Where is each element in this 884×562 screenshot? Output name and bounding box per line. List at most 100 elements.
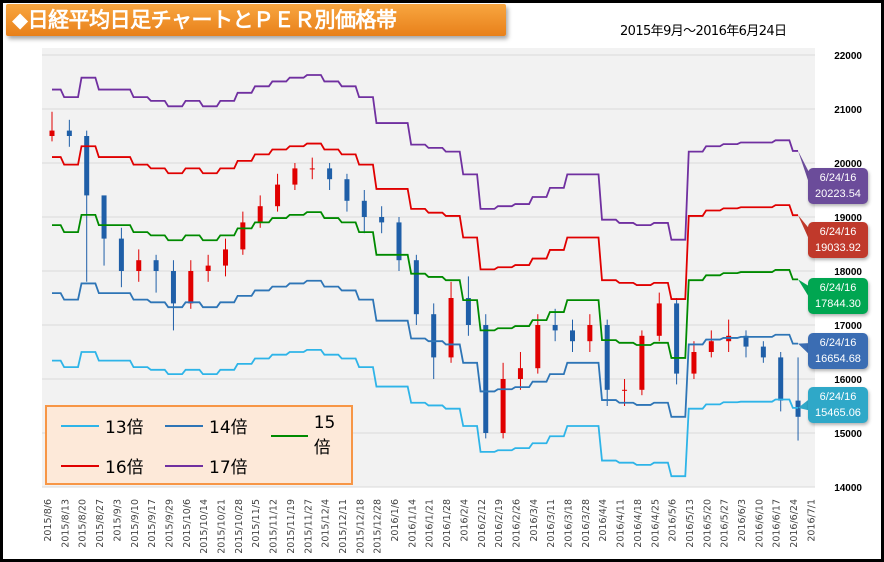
x-tick-label: 2015/8/20 [78, 499, 89, 548]
candle-body [570, 330, 575, 342]
legend-label: 17倍 [209, 458, 248, 478]
candle-body [500, 379, 506, 433]
x-tick-label: 2016/3/4 [529, 499, 540, 542]
callout-date: 6/24/16 [819, 226, 857, 238]
candle-body [674, 303, 680, 374]
candle-body [118, 238, 124, 271]
callout-value: 16654.68 [815, 353, 861, 365]
x-tick-label: 2016/6/17 [772, 499, 783, 548]
y-tick-label: 21000 [834, 105, 862, 116]
x-tick-label: 2015/10/28 [234, 499, 245, 554]
callout-date: 6/24/16 [819, 391, 857, 403]
candle-body [778, 357, 784, 401]
x-tick-label: 2015/9/29 [164, 499, 175, 548]
candle-body [84, 136, 90, 196]
legend-item-16x: 16倍 [61, 453, 144, 478]
candle-body [275, 184, 281, 207]
x-tick-label: 2015/11/12 [269, 499, 280, 554]
x-tick-label: 2015/9/3 [112, 499, 123, 542]
candle-body [292, 168, 298, 185]
y-tick-label: 16000 [834, 375, 862, 386]
y-tick-label: 20000 [834, 159, 862, 170]
x-tick-label: 2015/9/10 [130, 499, 141, 548]
candle-body [379, 217, 385, 223]
candle-body [431, 314, 437, 358]
chart-subtitle: 2015年9月～2016年6月24日 [620, 24, 787, 39]
candle-body [535, 325, 541, 369]
candle-body [760, 346, 766, 358]
x-tick-label: 2016/5/27 [720, 499, 731, 548]
candle-body [136, 260, 142, 271]
candle-body [708, 341, 714, 352]
x-tick-label: 2016/6/24 [789, 499, 800, 548]
per-line-15倍 [52, 211, 799, 359]
candle-body [396, 222, 402, 261]
x-tick-label: 2016/3/28 [581, 499, 592, 548]
callout-label: 6/24/16 16654.68 [808, 333, 868, 369]
legend-item-13x: 13倍 [61, 413, 144, 438]
callout-value: 17844.30 [815, 298, 861, 310]
candle-body [49, 130, 55, 136]
x-tick-label: 2016/5/13 [685, 499, 696, 548]
legend-swatch [61, 424, 99, 427]
callout-date: 6/24/16 [819, 282, 857, 294]
x-tick-label: 2016/5/20 [702, 499, 713, 548]
legend-swatch [61, 464, 99, 467]
legend: 13倍 14倍 15倍 16倍 17倍 [45, 405, 353, 485]
x-tick-label: 2015/11/19 [286, 499, 297, 554]
y-tick-label: 15000 [834, 429, 862, 440]
legend-swatch [165, 464, 203, 467]
legend-item-15x: 15倍 [271, 413, 351, 458]
per-line-14倍 [52, 279, 799, 418]
x-tick-label: 2016/6/10 [754, 499, 765, 548]
y-tick-label: 19000 [834, 213, 862, 224]
x-tick-label: 2016/4/25 [650, 499, 661, 548]
x-tick-label: 2015/12/11 [338, 499, 349, 554]
per-line-13倍 [52, 348, 799, 478]
callout-label: 6/24/16 17844.30 [808, 278, 868, 314]
candle-body [604, 325, 610, 390]
x-tick-label: 2016/3/18 [564, 499, 575, 548]
x-tick-label: 2015/8/27 [95, 499, 106, 548]
x-tick-label: 2016/1/14 [407, 499, 418, 548]
callout-value: 15465.06 [815, 407, 861, 419]
callout-label: 6/24/16 20223.54 [808, 168, 868, 204]
per-line-17倍 [52, 74, 799, 241]
candle-body [691, 352, 697, 374]
candle-body [223, 249, 228, 266]
candle-body [257, 206, 263, 223]
candle-body [361, 200, 367, 217]
x-tick-label: 2015/12/18 [355, 499, 366, 554]
candle-body [327, 168, 333, 180]
candle-body [587, 325, 593, 342]
x-tick-label: 2016/2/26 [511, 499, 522, 548]
y-tick-label: 17000 [834, 321, 862, 332]
chart-title: ◆日経平均日足チャートとＰＥＲ別価格帯 [6, 4, 506, 36]
x-tick-label: 2015/11/5 [251, 499, 262, 548]
callout-date: 6/24/16 [819, 337, 857, 349]
x-tick-label: 2015/8/13 [60, 499, 71, 548]
x-tick-label: 2016/5/6 [668, 499, 679, 542]
candle-body [639, 335, 645, 390]
candle-body [188, 271, 194, 304]
legend-label: 14倍 [209, 418, 248, 438]
x-tick-label: 2016/7/1 [806, 499, 817, 542]
candle-body [170, 271, 176, 304]
candle-body [205, 265, 211, 271]
y-tick-label: 18000 [834, 267, 862, 278]
x-tick-label: 2015/10/21 [217, 499, 228, 554]
x-tick-label: 2015/10/14 [199, 499, 210, 554]
candle-body [552, 325, 558, 331]
legend-label: 16倍 [105, 458, 144, 478]
x-tick-label: 2015/9/17 [147, 499, 158, 548]
x-tick-label: 2016/4/18 [633, 499, 644, 548]
x-tick-label: 2016/6/3 [737, 499, 748, 542]
x-tick-label: 2015/8/6 [43, 499, 54, 542]
x-tick-label: 2016/1/21 [425, 499, 436, 548]
candle-body [309, 168, 315, 170]
candle-body [465, 298, 471, 325]
x-tick-label: 2016/4/11 [616, 499, 627, 548]
candle-body [66, 130, 72, 136]
legend-swatch [165, 424, 203, 427]
candle-body [153, 260, 159, 271]
